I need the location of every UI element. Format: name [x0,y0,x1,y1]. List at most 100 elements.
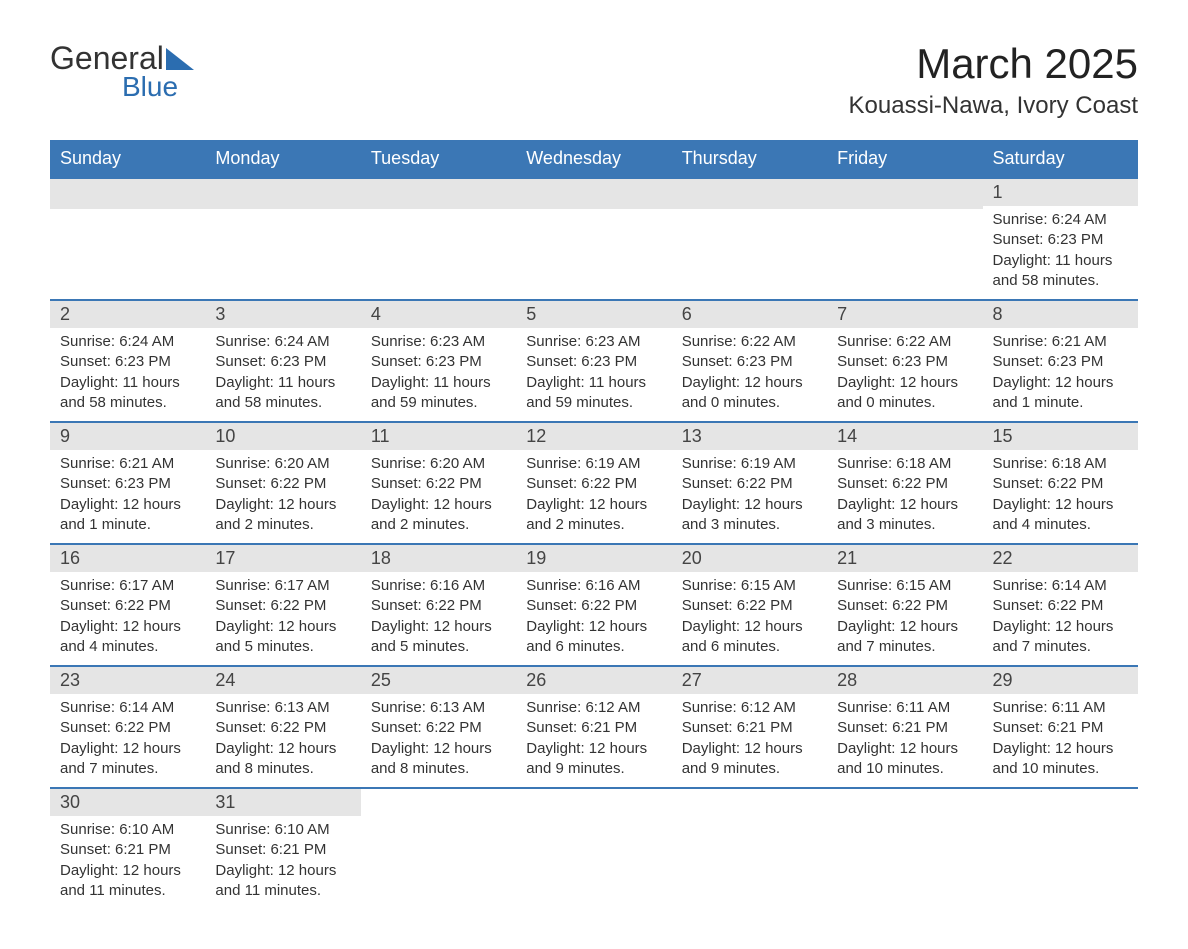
sunset-line: Sunset: 6:23 PM [371,352,506,372]
day-number: 5 [516,301,671,328]
logo-text-blue: Blue [122,71,194,103]
weekday-header: Thursday [672,140,827,178]
sunrise-line: Sunrise: 6:19 AM [682,454,817,474]
day-content: Sunrise: 6:24 AMSunset: 6:23 PMDaylight:… [50,328,205,421]
daylight-line: Daylight: 12 hours and 8 minutes. [215,739,350,780]
day-number: 24 [205,667,360,694]
day-number: 22 [983,545,1138,572]
day-number: 27 [672,667,827,694]
calendar-day-cell: 27Sunrise: 6:12 AMSunset: 6:21 PMDayligh… [672,666,827,788]
calendar-day-cell: 21Sunrise: 6:15 AMSunset: 6:22 PMDayligh… [827,544,982,666]
day-number: 2 [50,301,205,328]
daylight-line: Daylight: 12 hours and 5 minutes. [371,617,506,658]
day-number [827,789,982,819]
day-content: Sunrise: 6:16 AMSunset: 6:22 PMDaylight:… [516,572,671,665]
sunset-line: Sunset: 6:22 PM [993,596,1128,616]
daylight-line: Daylight: 12 hours and 0 minutes. [837,373,972,414]
day-content: Sunrise: 6:18 AMSunset: 6:22 PMDaylight:… [983,450,1138,543]
calendar-day-cell: 11Sunrise: 6:20 AMSunset: 6:22 PMDayligh… [361,422,516,544]
sunset-line: Sunset: 6:22 PM [682,474,817,494]
day-content: Sunrise: 6:24 AMSunset: 6:23 PMDaylight:… [205,328,360,421]
sunrise-line: Sunrise: 6:13 AM [215,698,350,718]
day-number [672,179,827,209]
sunrise-line: Sunrise: 6:21 AM [993,332,1128,352]
calendar-week-row: 23Sunrise: 6:14 AMSunset: 6:22 PMDayligh… [50,666,1138,788]
logo: General Blue [50,40,194,103]
calendar-day-cell: 6Sunrise: 6:22 AMSunset: 6:23 PMDaylight… [672,300,827,422]
day-content [205,209,360,221]
daylight-line: Daylight: 11 hours and 58 minutes. [993,251,1128,292]
sunset-line: Sunset: 6:22 PM [837,596,972,616]
calendar-week-row: 16Sunrise: 6:17 AMSunset: 6:22 PMDayligh… [50,544,1138,666]
daylight-line: Daylight: 12 hours and 10 minutes. [993,739,1128,780]
logo-triangle-icon [166,48,194,70]
calendar-day-cell: 20Sunrise: 6:15 AMSunset: 6:22 PMDayligh… [672,544,827,666]
calendar-day-cell: 30Sunrise: 6:10 AMSunset: 6:21 PMDayligh… [50,788,205,909]
day-content: Sunrise: 6:23 AMSunset: 6:23 PMDaylight:… [516,328,671,421]
day-content [516,209,671,221]
calendar-day-cell: 5Sunrise: 6:23 AMSunset: 6:23 PMDaylight… [516,300,671,422]
sunrise-line: Sunrise: 6:18 AM [837,454,972,474]
sunrise-line: Sunrise: 6:14 AM [993,576,1128,596]
day-content [50,209,205,221]
day-number: 26 [516,667,671,694]
calendar-day-cell [983,788,1138,909]
day-number: 14 [827,423,982,450]
daylight-line: Daylight: 12 hours and 1 minute. [60,495,195,536]
daylight-line: Daylight: 12 hours and 6 minutes. [682,617,817,658]
calendar-day-cell: 1Sunrise: 6:24 AMSunset: 6:23 PMDaylight… [983,178,1138,300]
sunset-line: Sunset: 6:22 PM [526,474,661,494]
sunset-line: Sunset: 6:23 PM [526,352,661,372]
calendar-week-row: 2Sunrise: 6:24 AMSunset: 6:23 PMDaylight… [50,300,1138,422]
sunrise-line: Sunrise: 6:12 AM [682,698,817,718]
sunrise-line: Sunrise: 6:12 AM [526,698,661,718]
day-content: Sunrise: 6:18 AMSunset: 6:22 PMDaylight:… [827,450,982,543]
day-content [827,209,982,221]
sunset-line: Sunset: 6:21 PM [60,840,195,860]
day-content: Sunrise: 6:17 AMSunset: 6:22 PMDaylight:… [50,572,205,665]
header: General Blue March 2025 Kouassi-Nawa, Iv… [50,40,1138,120]
day-number [827,179,982,209]
daylight-line: Daylight: 11 hours and 58 minutes. [215,373,350,414]
sunrise-line: Sunrise: 6:15 AM [682,576,817,596]
calendar-day-cell: 26Sunrise: 6:12 AMSunset: 6:21 PMDayligh… [516,666,671,788]
sunrise-line: Sunrise: 6:11 AM [993,698,1128,718]
sunrise-line: Sunrise: 6:15 AM [837,576,972,596]
day-content: Sunrise: 6:15 AMSunset: 6:22 PMDaylight:… [827,572,982,665]
day-number [983,789,1138,819]
day-number: 4 [361,301,516,328]
calendar-day-cell [361,178,516,300]
sunset-line: Sunset: 6:22 PM [371,596,506,616]
daylight-line: Daylight: 12 hours and 3 minutes. [837,495,972,536]
sunset-line: Sunset: 6:22 PM [60,596,195,616]
day-number: 31 [205,789,360,816]
calendar-day-cell: 28Sunrise: 6:11 AMSunset: 6:21 PMDayligh… [827,666,982,788]
day-content: Sunrise: 6:11 AMSunset: 6:21 PMDaylight:… [827,694,982,787]
day-number: 8 [983,301,1138,328]
month-title: March 2025 [849,40,1138,88]
day-number: 1 [983,179,1138,206]
sunrise-line: Sunrise: 6:10 AM [60,820,195,840]
daylight-line: Daylight: 12 hours and 1 minute. [993,373,1128,414]
day-content: Sunrise: 6:13 AMSunset: 6:22 PMDaylight:… [361,694,516,787]
calendar-day-cell: 9Sunrise: 6:21 AMSunset: 6:23 PMDaylight… [50,422,205,544]
day-content: Sunrise: 6:19 AMSunset: 6:22 PMDaylight:… [672,450,827,543]
sunrise-line: Sunrise: 6:21 AM [60,454,195,474]
daylight-line: Daylight: 11 hours and 59 minutes. [526,373,661,414]
daylight-line: Daylight: 12 hours and 3 minutes. [682,495,817,536]
day-content: Sunrise: 6:24 AMSunset: 6:23 PMDaylight:… [983,206,1138,299]
sunset-line: Sunset: 6:22 PM [215,718,350,738]
sunrise-line: Sunrise: 6:16 AM [371,576,506,596]
daylight-line: Daylight: 12 hours and 7 minutes. [60,739,195,780]
weekday-header: Saturday [983,140,1138,178]
day-content [672,209,827,221]
calendar-day-cell: 19Sunrise: 6:16 AMSunset: 6:22 PMDayligh… [516,544,671,666]
day-content: Sunrise: 6:12 AMSunset: 6:21 PMDaylight:… [516,694,671,787]
sunset-line: Sunset: 6:23 PM [993,230,1128,250]
daylight-line: Daylight: 12 hours and 9 minutes. [682,739,817,780]
sunset-line: Sunset: 6:23 PM [60,352,195,372]
calendar-day-cell: 16Sunrise: 6:17 AMSunset: 6:22 PMDayligh… [50,544,205,666]
calendar-day-cell: 15Sunrise: 6:18 AMSunset: 6:22 PMDayligh… [983,422,1138,544]
day-content [361,209,516,221]
calendar-day-cell: 2Sunrise: 6:24 AMSunset: 6:23 PMDaylight… [50,300,205,422]
